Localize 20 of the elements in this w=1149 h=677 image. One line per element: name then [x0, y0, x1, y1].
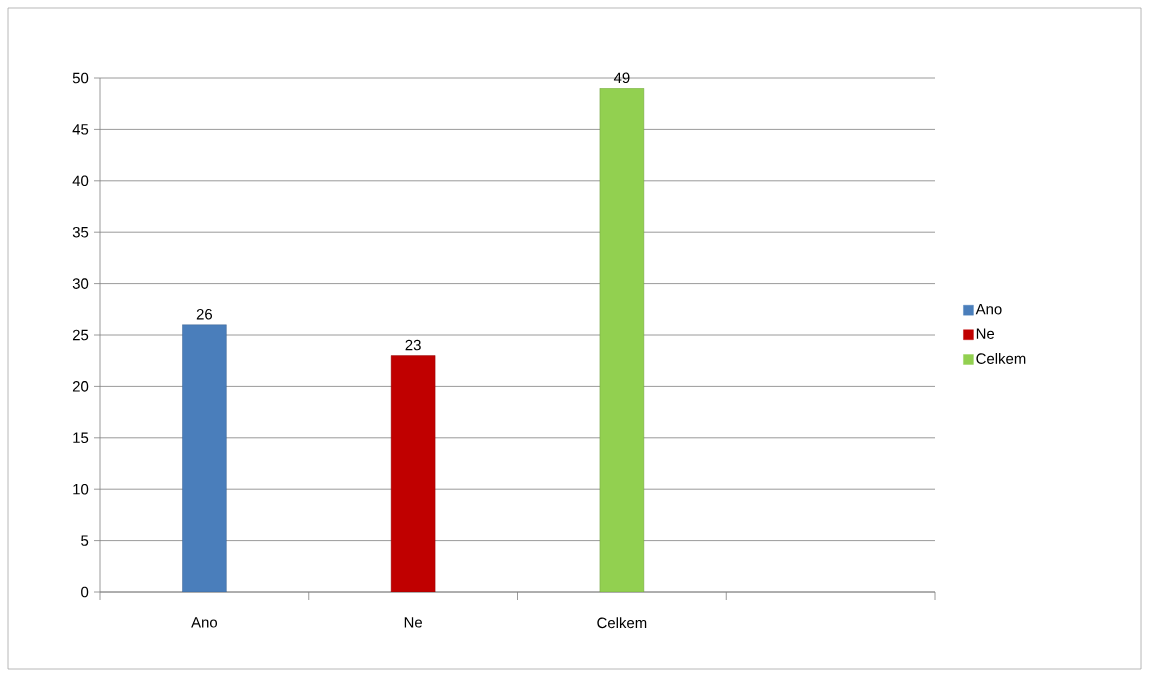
y-tick-label: 35 — [72, 226, 89, 238]
legend-label: Ano — [975, 303, 1002, 315]
y-tick-label: 50 — [72, 72, 89, 84]
legend-label: Ne — [976, 328, 995, 339]
y-tick-label: 5 — [81, 535, 89, 546]
y-tick-label: 45 — [72, 124, 89, 135]
x-tick-label: Celkem — [597, 617, 647, 629]
y-tick-label: 25 — [72, 329, 89, 341]
data-label: 49 — [613, 72, 630, 84]
x-tick-label: Ano — [191, 617, 218, 628]
legend-label: Celkem — [976, 352, 1026, 364]
y-tick-label: 10 — [73, 483, 89, 495]
y-tick-label: 0 — [81, 586, 89, 598]
data-label: 23 — [405, 339, 421, 351]
y-tick-label: 40 — [72, 175, 89, 187]
y-tick-label: 30 — [72, 278, 89, 289]
x-tick-label: Ne — [404, 617, 423, 628]
y-tick-label: 15 — [73, 432, 89, 444]
y-tick-label: 20 — [72, 381, 89, 392]
data-label: 26 — [196, 308, 213, 320]
